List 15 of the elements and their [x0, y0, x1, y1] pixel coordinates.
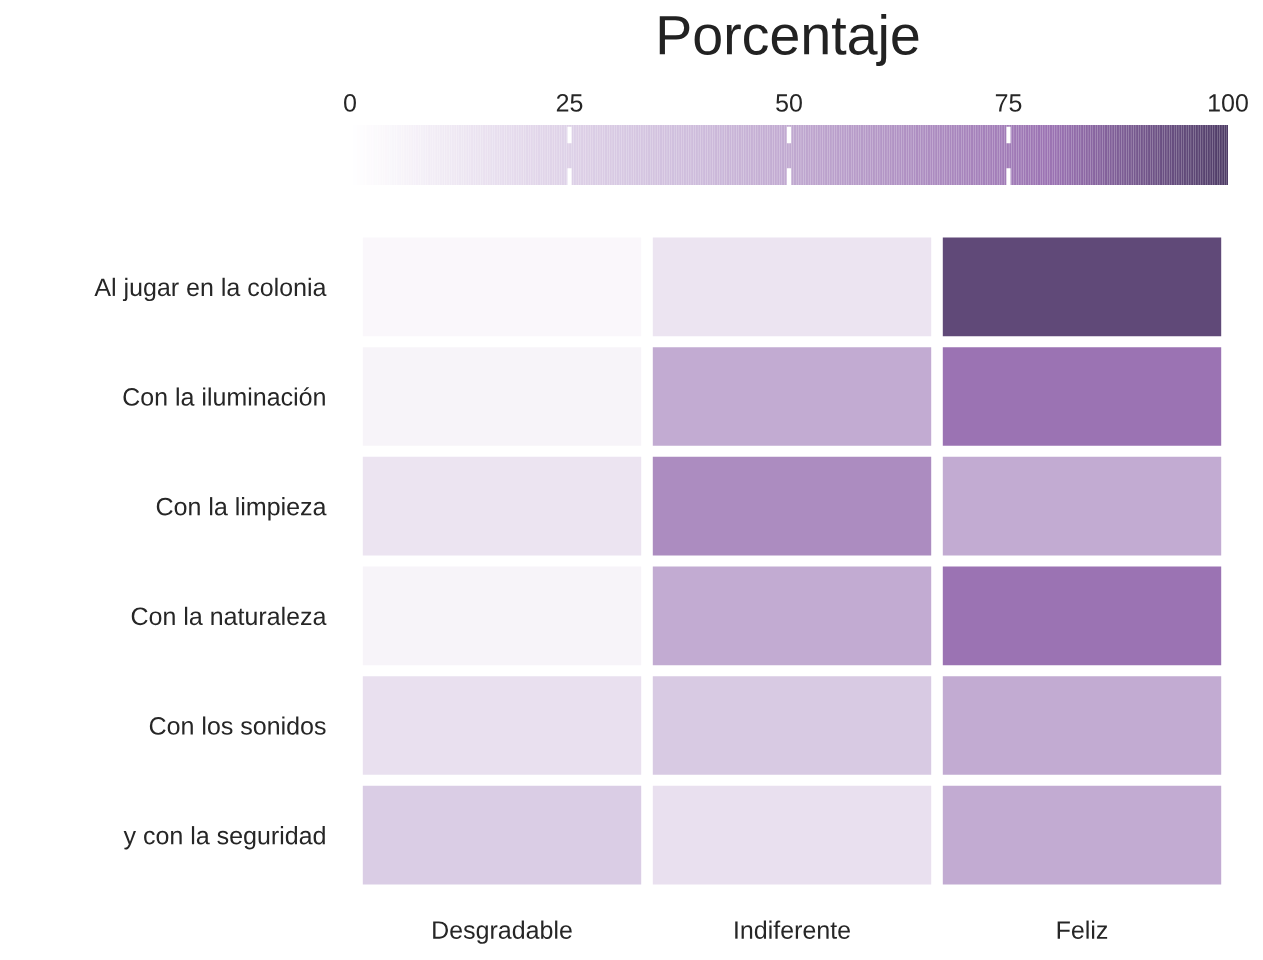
- x-tick-label: Indiferente: [735, 920, 850, 939]
- color-bar-label: 25: [556, 94, 583, 112]
- color-bar-label: 75: [995, 94, 1022, 112]
- color-bar-label: 100: [1209, 94, 1248, 112]
- color-bar-label: 0: [344, 94, 356, 112]
- color-bar-label: 50: [776, 94, 802, 112]
- x-tick-label: Desgradable: [433, 920, 572, 944]
- y-tick-label: Con los sonidos: [149, 716, 326, 735]
- y-tick-label: Al jugar en la colonia: [94, 277, 327, 302]
- y-tick-label: Con la limpieza: [156, 497, 327, 521]
- y-tick-label: Con la iluminación: [123, 387, 325, 406]
- y-tick-label: y con la seguridad: [123, 826, 325, 850]
- color-bar-title: Porcentaje: [659, 14, 919, 66]
- x-tick-label: Feliz: [1057, 920, 1108, 939]
- y-tick-label: Con la naturaleza: [131, 606, 327, 626]
